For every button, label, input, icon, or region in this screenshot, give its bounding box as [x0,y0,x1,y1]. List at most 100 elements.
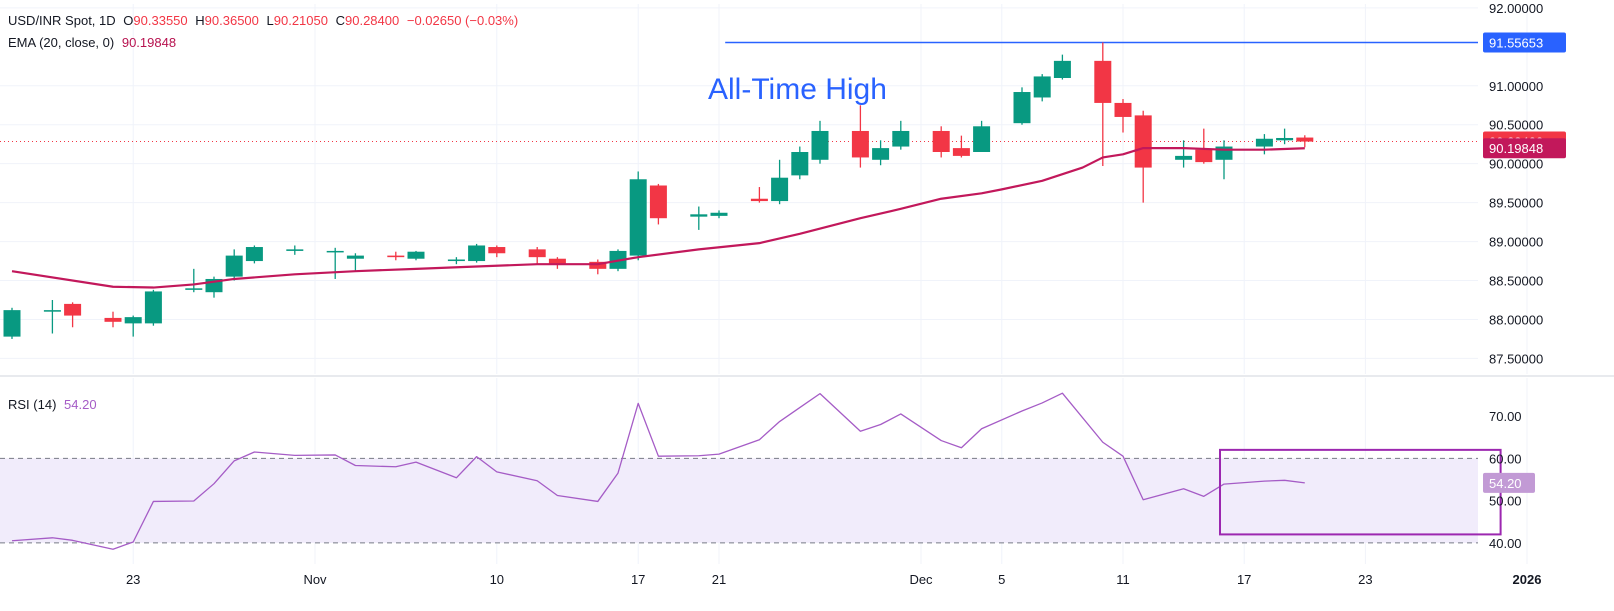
legend-close-label: C [335,13,345,28]
candle-body[interactable] [811,130,829,160]
candle-body[interactable] [1276,137,1294,141]
legend-open-label: O [123,13,134,28]
candle-body[interactable] [104,317,122,322]
candle-body[interactable] [447,259,465,262]
ath-price-tag-bg [1483,32,1566,53]
price-tick-label: 90.00000 [1489,157,1543,172]
candle-body[interactable] [690,214,708,217]
candle-body[interactable] [710,212,728,216]
price-pane [0,41,1478,339]
candle-body[interactable] [589,261,607,269]
candle-body[interactable] [932,130,950,152]
ema-price-tag-bg [1483,138,1566,159]
legend-rsi-label: RSI (14) [8,397,57,412]
price-tick-label: 90.50000 [1489,118,1543,133]
candle-body[interactable] [468,245,486,262]
legend-low-value: 90.21050 [273,13,328,28]
candle-body[interactable] [326,250,344,253]
candle-body[interactable] [245,247,263,262]
time-tick-label: Dec [909,572,933,587]
legend-close-value: 90.28400 [345,13,400,28]
candle-body[interactable] [791,152,809,176]
candle-body[interactable] [124,317,142,324]
legend-rsi[interactable]: RSI (14) 54.20 [8,397,101,412]
candle-body[interactable] [528,249,546,258]
price-tick-label: 87.50000 [1489,351,1543,366]
legend-ohlc: USD/INR Spot, 1D O90.33550 H90.36500 L90… [8,13,522,28]
time-tick-label: 5 [998,572,1005,587]
candle-body[interactable] [64,303,82,316]
legend-symbol-title[interactable]: USD/INR Spot, 1D [8,13,116,28]
candle-body[interactable] [387,255,405,258]
rsi-value-tag-bg [1483,472,1535,493]
candle-body[interactable] [851,130,869,158]
time-tick-label: 17 [631,572,645,587]
candle-body[interactable] [225,255,243,277]
legend-ema-label: EMA (20, close, 0) [8,35,115,50]
time-tick-label: 21 [712,572,726,587]
price-tick-label: 88.00000 [1489,312,1543,327]
time-tick-label: 23 [126,572,140,587]
price-tick-label: 92.00000 [1489,1,1543,16]
all-time-high-annotation: All-Time High [708,73,887,106]
rsi-tick-label: 60.00 [1489,451,1522,466]
candle-body[interactable] [952,148,970,156]
time-tick-label: 11 [1116,572,1130,587]
candle-body[interactable] [973,126,991,152]
price-axis[interactable]: 87.50000 88.00000 88.50000 89.00000 89.50000… [1483,1,1566,367]
rsi-tick-label: 50.00 [1489,494,1522,509]
legend-change-value: −0.02650 (−0.03%) [406,13,519,28]
ema-line[interactable] [11,147,1305,289]
legend-high-value: 90.36500 [204,13,259,28]
candle-body[interactable] [286,249,304,251]
candle-body[interactable] [771,177,789,202]
candle-body[interactable] [892,130,910,147]
candle-body[interactable] [3,310,21,337]
candle-body[interactable] [649,185,667,219]
candle-body[interactable] [1114,102,1132,117]
price-tick-label: 91.00000 [1489,79,1543,94]
candle-body[interactable] [407,251,425,259]
legend-rsi-value: 54.20 [64,397,97,412]
legend-ema-value: 90.19848 [121,35,177,50]
candle-body[interactable] [1013,92,1031,124]
candle-body[interactable] [1255,138,1273,147]
price-tick-label: 89.50000 [1489,196,1543,211]
candle-body[interactable] [1094,60,1112,103]
legend-high-label: H [195,13,205,28]
legend-ema[interactable]: EMA (20, close, 0) 90.19848 [8,35,180,50]
legend-open-value: 90.33550 [133,13,188,28]
legend-low-label: L [266,13,274,28]
time-axis[interactable]: 23Nov101721Dec51117232026713 [126,572,1614,587]
time-tick-label: 17 [1237,572,1251,587]
rsi-tick-label: 70.00 [1489,409,1522,424]
rsi-axis[interactable]: 40.00 50.00 60.00 70.00 54.20 [1483,409,1535,551]
rsi-line[interactable] [11,392,1305,550]
candle-body[interactable] [43,310,61,312]
candle-body[interactable] [346,255,364,259]
candle-body[interactable] [629,179,647,256]
candle-body[interactable] [548,258,566,265]
time-tick-label: 23 [1358,572,1372,587]
candle-body[interactable] [1296,137,1314,142]
ath-price-tag: 91.55653 [1489,35,1543,50]
candle-body[interactable] [1195,149,1213,163]
time-tick-label: Nov [303,572,327,587]
rsi-band [0,458,1478,543]
candle-body[interactable] [1175,155,1193,160]
candle-body[interactable] [872,148,890,160]
candle-body[interactable] [1053,60,1071,78]
ema-price-tag: 90.19848 [1489,141,1543,156]
candle-body[interactable] [144,291,162,324]
candle-body[interactable] [488,247,506,254]
time-tick-label: 2026 [1513,572,1542,587]
candle-body[interactable] [1033,76,1051,98]
candle-body[interactable] [1134,115,1152,168]
candle-body[interactable] [185,288,203,290]
time-tick-label: 10 [490,572,504,587]
rsi-tick-label: 40.00 [1489,536,1522,551]
candle-body[interactable] [750,198,768,202]
rsi-value-tag: 54.20 [1489,476,1522,491]
price-tick-label: 88.50000 [1489,274,1543,289]
